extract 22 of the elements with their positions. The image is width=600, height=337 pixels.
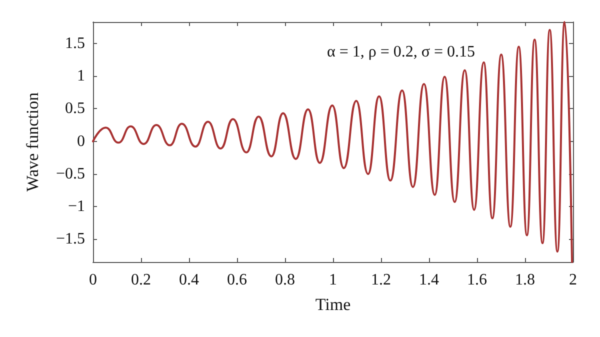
x-tick-label: 1 — [329, 272, 337, 288]
x-tick-label: 0 — [89, 272, 97, 288]
y-tick-label: −0.5 — [56, 165, 85, 182]
x-tick-label: 1.8 — [515, 272, 535, 288]
x-tick-label: 1.6 — [467, 272, 487, 288]
x-tick-label: 1.4 — [419, 272, 439, 288]
y-axis-title: Wave function — [23, 92, 42, 192]
y-tick-label: 0.5 — [65, 100, 85, 118]
annotation: α = 1, ρ = 0.2, σ = 0.15 — [326, 44, 475, 60]
y-tick-label: 1.5 — [65, 35, 85, 52]
x-tick-label: 1.2 — [371, 272, 391, 288]
x-tick-label: 2 — [569, 272, 577, 288]
x-axis-title: Time — [315, 295, 351, 314]
x-tick-label: 0.2 — [131, 272, 151, 288]
x-tick-label: 0.6 — [227, 272, 247, 288]
y-tick-label: 0 — [77, 132, 85, 150]
x-tick-label: 0.4 — [179, 272, 199, 288]
y-tick-label: −1.5 — [56, 230, 85, 248]
x-tick-label: 0.8 — [275, 272, 295, 288]
y-tick-label: 1 — [77, 68, 85, 85]
line-series — [92, 21, 574, 263]
y-tick-label: −1 — [68, 198, 85, 216]
